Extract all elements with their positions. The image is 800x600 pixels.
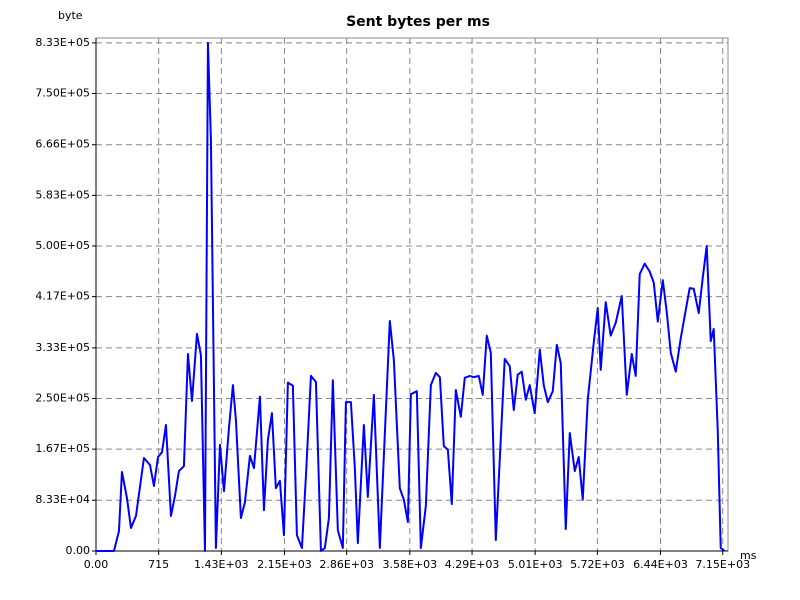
x-tick-label: 3.58E+03: [382, 558, 437, 571]
plot-area: [95, 37, 729, 552]
x-tick-label: 2.86E+03: [319, 558, 374, 571]
x-tick-label: 715: [148, 558, 169, 571]
x-tick-label: 5.72E+03: [570, 558, 625, 571]
x-tick-label: 7.15E+03: [695, 558, 750, 571]
x-tick-label: 6.44E+03: [633, 558, 688, 571]
y-tick-label: 8.33E+04: [35, 493, 90, 506]
y-tick-label: 1.67E+05: [35, 442, 90, 455]
y-tick-label: 5.83E+05: [35, 188, 90, 201]
x-tick-label: 1.43E+03: [194, 558, 249, 571]
chart-title: Sent bytes per ms: [346, 14, 490, 30]
y-tick-label: 3.33E+05: [35, 341, 90, 354]
data-line: [96, 41, 726, 552]
x-tick-label: 5.01E+03: [508, 558, 563, 571]
y-tick-label: 4.17E+05: [35, 290, 90, 303]
x-tick-label: 2.15E+03: [257, 558, 312, 571]
y-tick-label: 7.50E+05: [35, 87, 90, 100]
x-tick-label: 4.29E+03: [445, 558, 500, 571]
x-axis-label: ms: [740, 549, 757, 562]
y-tick-label: 6.66E+05: [35, 138, 90, 151]
y-tick-label: 8.33E+05: [35, 36, 90, 49]
x-tick-label: 0.00: [84, 558, 109, 571]
y-axis-label: byte: [58, 9, 83, 22]
y-tick-label: 2.50E+05: [35, 392, 90, 405]
y-tick-label: 5.00E+05: [35, 239, 90, 252]
y-tick-label: 0.00: [66, 544, 91, 557]
